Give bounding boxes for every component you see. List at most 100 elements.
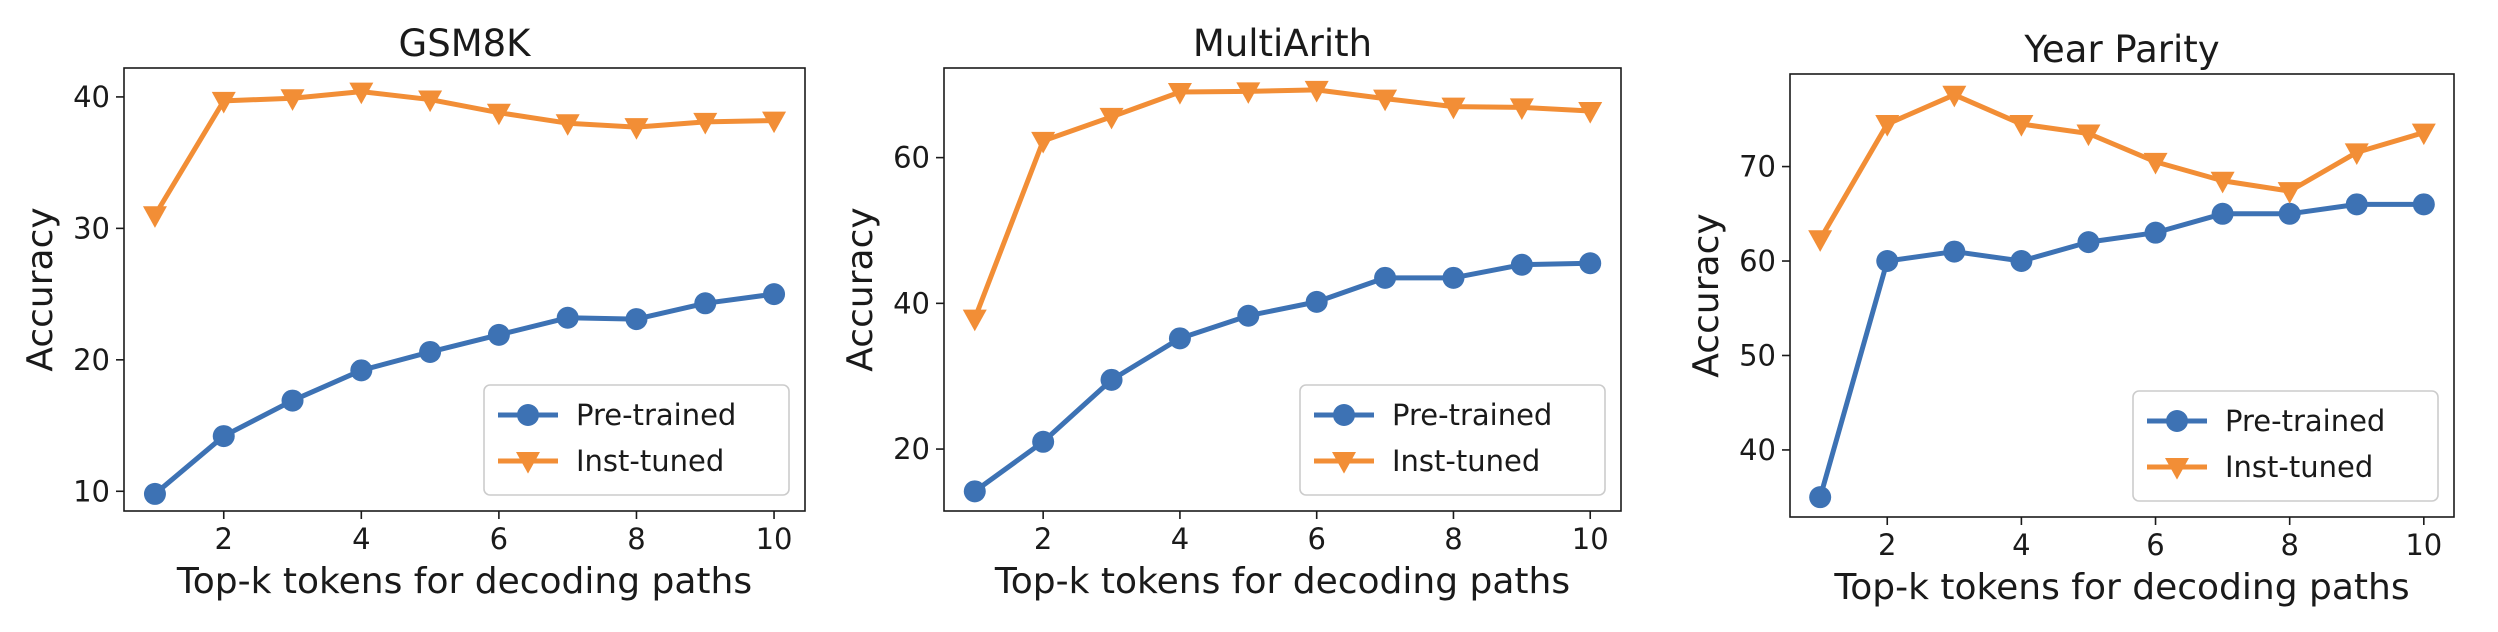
y-axis-label: Accuracy — [20, 207, 61, 371]
y-tick-label: 70 — [1739, 150, 1776, 184]
legend-label: Inst-tuned — [2225, 450, 2373, 484]
data-point — [693, 112, 718, 135]
axes-frame — [123, 67, 806, 512]
data-point — [1579, 252, 1602, 275]
data-point — [2412, 193, 2435, 216]
series-pre-trained — [143, 283, 786, 505]
data-point — [1304, 80, 1329, 103]
x-tick-label: 8 — [2280, 528, 2298, 562]
data-point — [1167, 83, 1192, 105]
data-point — [2344, 143, 2369, 165]
data-point — [962, 309, 987, 332]
data-point — [694, 292, 717, 315]
data-point — [1305, 290, 1328, 313]
data-point — [1509, 98, 1534, 120]
x-tick-label: 6 — [1307, 522, 1325, 556]
data-point — [1237, 304, 1260, 327]
data-point — [2076, 124, 2101, 147]
series-inst-tuned — [1808, 85, 2436, 252]
data-point — [486, 103, 511, 126]
x-tick-label: 4 — [1171, 522, 1189, 556]
data-point — [1875, 115, 1900, 137]
series-pre-trained — [963, 252, 1602, 503]
x-tick-label: 6 — [490, 522, 508, 556]
data-point — [143, 482, 166, 505]
data-point — [2144, 221, 2167, 244]
chart-title: Year Parity — [2023, 28, 2219, 71]
legend-label: Pre-trained — [576, 398, 736, 432]
data-point — [280, 89, 305, 111]
data-point — [2345, 193, 2368, 216]
legend-marker — [2165, 458, 2189, 480]
chart-panel-3: Year Parity 2 4 6 8 10 40 50 60 70 Top-k tokens fo… — [1686, 28, 2455, 608]
data-point — [2010, 250, 2033, 273]
data-point — [2211, 202, 2234, 225]
data-point — [1943, 240, 1966, 263]
legend-label: Pre-trained — [1392, 398, 1552, 432]
series-line — [973, 260, 1591, 494]
data-point — [1442, 266, 1465, 289]
legend-marker — [1333, 404, 1355, 426]
series-line — [152, 89, 775, 217]
legend-label: Pre-trained — [2225, 404, 2385, 438]
legend-marker — [1332, 452, 1356, 474]
y-tick-label: 10 — [73, 474, 110, 508]
x-tick-label: 2 — [215, 522, 233, 556]
y-tick-label: 40 — [73, 80, 110, 114]
chart-title: MultiArith — [1193, 22, 1372, 65]
data-point — [2077, 231, 2100, 254]
data-point — [2143, 152, 2168, 175]
legend-marker — [2166, 410, 2188, 432]
data-point — [624, 118, 649, 140]
series-line — [153, 291, 775, 496]
data-point — [1510, 253, 1533, 276]
legend-marker — [516, 452, 540, 474]
series-line — [1818, 92, 2425, 241]
chart-panel-1: GSM8K 2 4 6 8 10 10 20 30 40 Top-k tokens for deco… — [20, 22, 806, 602]
x-tick-label: 8 — [1444, 522, 1462, 556]
x-tick-label: 8 — [627, 522, 645, 556]
chart-title: GSM8K — [399, 22, 533, 65]
y-tick-label: 20 — [893, 432, 930, 466]
data-point — [1168, 327, 1191, 350]
data-point — [350, 359, 373, 382]
data-point — [1031, 131, 1056, 154]
data-point — [349, 82, 374, 105]
y-tick-label: 20 — [73, 343, 110, 377]
data-point — [2210, 171, 2235, 194]
x-axis-label: Top-k tokens for decoding paths — [176, 561, 752, 602]
data-point — [281, 389, 304, 412]
series-pre-trained — [1809, 193, 2435, 509]
chart-panel-2: MultiArith 2 4 6 8 10 20 40 60 Top-k tokens for d… — [840, 22, 1622, 602]
legend-marker — [517, 404, 539, 426]
data-point — [1373, 89, 1398, 112]
legend-box — [483, 384, 790, 496]
data-point — [419, 340, 442, 363]
data-point — [487, 323, 510, 346]
axes-frame — [943, 67, 1622, 512]
legend: Pre-trained Inst-tuned — [1299, 384, 1606, 496]
x-axis-label: Top-k tokens for decoding paths — [1833, 567, 2409, 608]
data-point — [763, 283, 786, 306]
data-point — [1099, 107, 1124, 130]
data-point — [1942, 85, 1967, 108]
x-tick-label: 10 — [2405, 528, 2442, 562]
data-point — [212, 425, 235, 448]
data-point — [2411, 123, 2436, 146]
x-tick-label: 4 — [352, 522, 370, 556]
data-point — [1441, 97, 1466, 120]
legend-label: Inst-tuned — [576, 444, 724, 478]
data-point — [1578, 101, 1603, 124]
x-axis-label: Top-k tokens for decoding paths — [994, 561, 1570, 602]
data-point — [963, 480, 986, 503]
x-tick-label: 10 — [1572, 522, 1609, 556]
x-tick-label: 2 — [1034, 522, 1052, 556]
legend-label: Inst-tuned — [1392, 444, 1540, 478]
y-tick-label: 40 — [1739, 433, 1776, 467]
data-point — [418, 90, 443, 113]
x-tick-label: 2 — [1878, 528, 1896, 562]
data-point — [2009, 115, 2034, 137]
data-point — [142, 206, 167, 228]
y-axis-label: Accuracy — [1686, 213, 1727, 377]
